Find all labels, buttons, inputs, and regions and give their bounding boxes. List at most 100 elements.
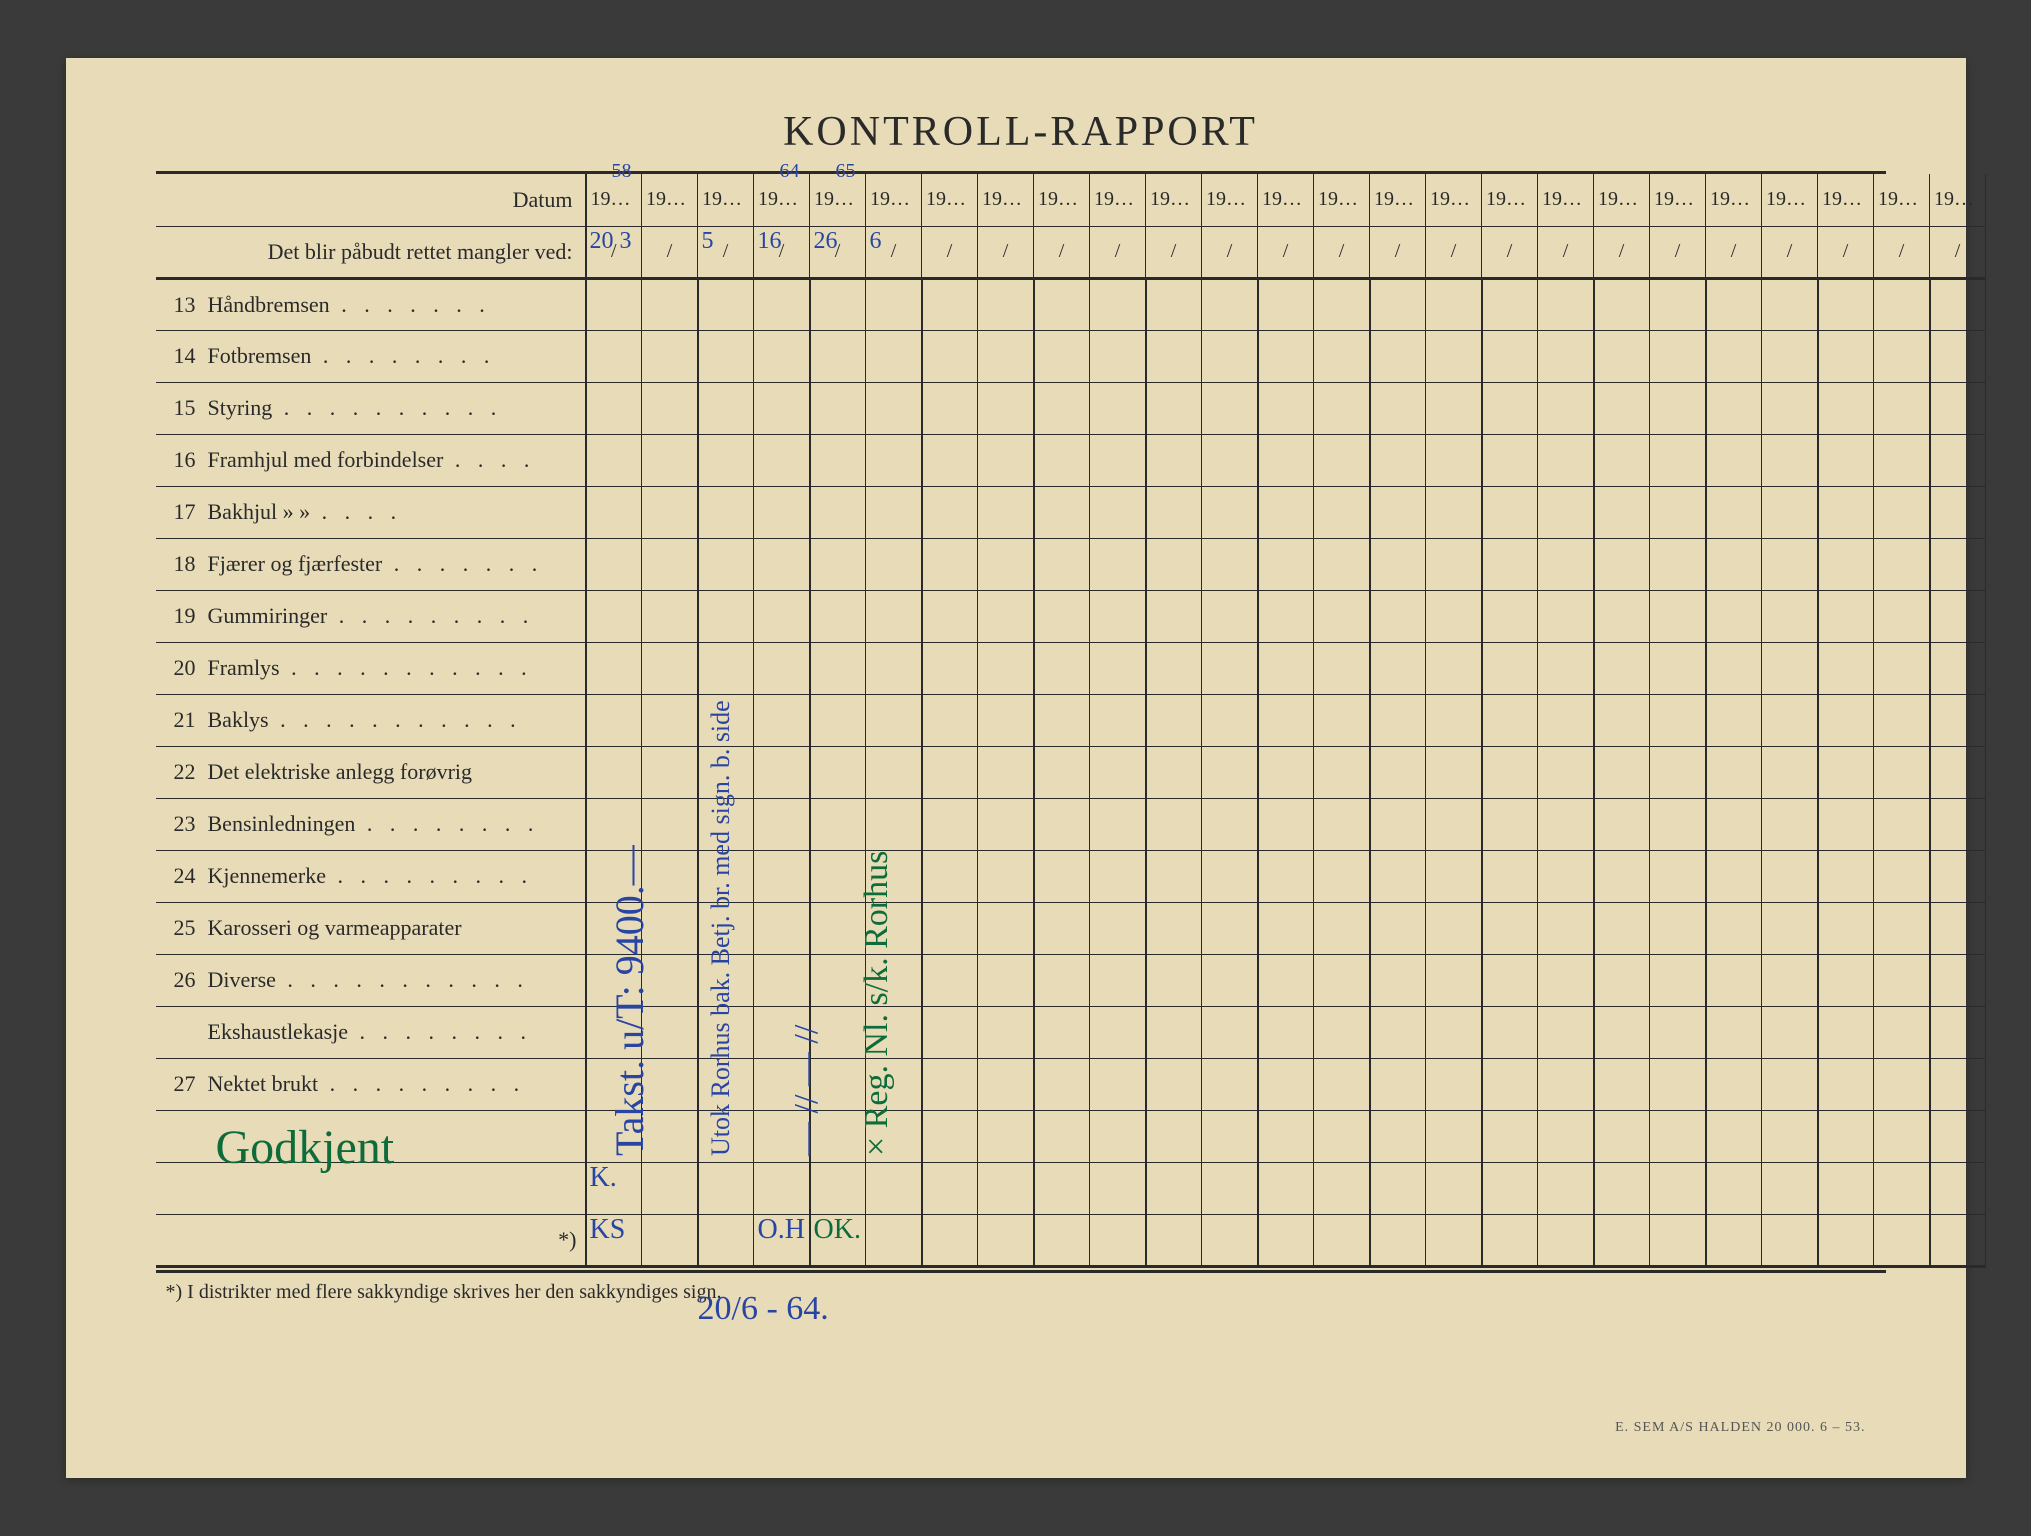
grid-cell (1650, 694, 1706, 746)
grid-cell (1034, 902, 1090, 954)
grid-cell (1762, 590, 1818, 642)
grid-cell (1818, 590, 1874, 642)
grid-cell (1650, 538, 1706, 590)
slash-cell: / (754, 226, 810, 278)
grid-cell (1090, 486, 1146, 538)
grid-cell (1874, 642, 1930, 694)
grid-cell (1146, 1162, 1202, 1214)
grid-cell (1874, 850, 1930, 902)
slash-cell: / (1370, 226, 1426, 278)
page-title: KONTROLL-RAPPORT (156, 108, 1886, 156)
grid-cell (1426, 642, 1482, 694)
grid-cell (1706, 486, 1762, 538)
grid-cell (866, 1058, 922, 1110)
report-table: Datum19…19…19…19…19…19…19…19…19…19…19…19… (156, 174, 1987, 1268)
grid-cell (866, 538, 922, 590)
grid-cell (1370, 1162, 1426, 1214)
grid-cell (1090, 1162, 1146, 1214)
slash-cell: / (1202, 226, 1258, 278)
grid-cell (1594, 954, 1650, 1006)
grid-cell (642, 382, 698, 434)
grid-cell (1314, 694, 1370, 746)
grid-cell (698, 486, 754, 538)
row-number: 22 (160, 759, 196, 785)
grid-cell (1818, 694, 1874, 746)
grid-cell (1146, 486, 1202, 538)
grid-cell (1818, 798, 1874, 850)
grid-cell (1146, 590, 1202, 642)
grid-cell (1090, 746, 1146, 798)
grid-cell (1706, 902, 1762, 954)
row-number: 21 (160, 707, 196, 733)
grid-cell (1930, 1214, 1986, 1266)
report-card: KONTROLL-RAPPORT Datum19…19…19…19…19…19…… (66, 58, 1966, 1478)
grid-cell (922, 1110, 978, 1162)
grid-cell (754, 954, 810, 1006)
grid-cell (1538, 434, 1594, 486)
grid-cell (1874, 538, 1930, 590)
grid-cell (1594, 486, 1650, 538)
grid-cell (586, 1214, 642, 1266)
grid-cell (1818, 434, 1874, 486)
grid-cell (1930, 330, 1986, 382)
grid-cell (978, 382, 1034, 434)
grid-cell (1482, 798, 1538, 850)
grid-cell (922, 434, 978, 486)
grid-cell (1426, 694, 1482, 746)
grid-cell (1762, 330, 1818, 382)
grid-cell (1314, 850, 1370, 902)
grid-cell (1426, 746, 1482, 798)
slash-cell: / (1314, 226, 1370, 278)
grid-cell (1370, 1006, 1426, 1058)
grid-cell (922, 278, 978, 330)
grid-cell (1370, 1214, 1426, 1266)
grid-cell (586, 850, 642, 902)
grid-cell (1930, 954, 1986, 1006)
grid-cell (1650, 1110, 1706, 1162)
grid-cell (1538, 382, 1594, 434)
grid-cell (922, 486, 978, 538)
grid-cell (698, 1110, 754, 1162)
grid-cell (642, 1162, 698, 1214)
grid-cell (698, 330, 754, 382)
grid-cell (922, 642, 978, 694)
grid-cell (1818, 1110, 1874, 1162)
grid-cell (586, 1006, 642, 1058)
grid-cell (1594, 382, 1650, 434)
grid-cell (698, 1162, 754, 1214)
grid-cell (754, 278, 810, 330)
row-number: 24 (160, 863, 196, 889)
grid-cell (1370, 798, 1426, 850)
grid-cell (1650, 486, 1706, 538)
grid-cell (1482, 1162, 1538, 1214)
grid-cell (1202, 850, 1258, 902)
grid-cell (1762, 278, 1818, 330)
grid-cell (586, 694, 642, 746)
grid-cell (1762, 1162, 1818, 1214)
grid-cell (586, 746, 642, 798)
slash-cell: / (1594, 226, 1650, 278)
grid-cell (1090, 278, 1146, 330)
grid-cell (978, 538, 1034, 590)
grid-cell (1706, 694, 1762, 746)
grid-cell (1090, 798, 1146, 850)
grid-cell (1202, 902, 1258, 954)
year-cell: 19… (1930, 174, 1986, 226)
grid-cell (1314, 642, 1370, 694)
grid-cell (922, 1058, 978, 1110)
grid-cell (1650, 382, 1706, 434)
grid-cell (1650, 590, 1706, 642)
row-dots: . . . . . . . . (311, 343, 495, 368)
grid-cell (1482, 1214, 1538, 1266)
grid-cell (754, 642, 810, 694)
grid-cell (978, 1214, 1034, 1266)
grid-cell (642, 590, 698, 642)
row-label: 22Det elektriske anlegg forøvrig (156, 746, 586, 798)
grid-cell (866, 1214, 922, 1266)
grid-cell (642, 1214, 698, 1266)
year-cell: 19… (866, 174, 922, 226)
row-number: 15 (160, 395, 196, 421)
grid-cell (1538, 538, 1594, 590)
row-label: 26Diverse . . . . . . . . . . . (156, 954, 586, 1006)
slash-cell: / (1482, 226, 1538, 278)
